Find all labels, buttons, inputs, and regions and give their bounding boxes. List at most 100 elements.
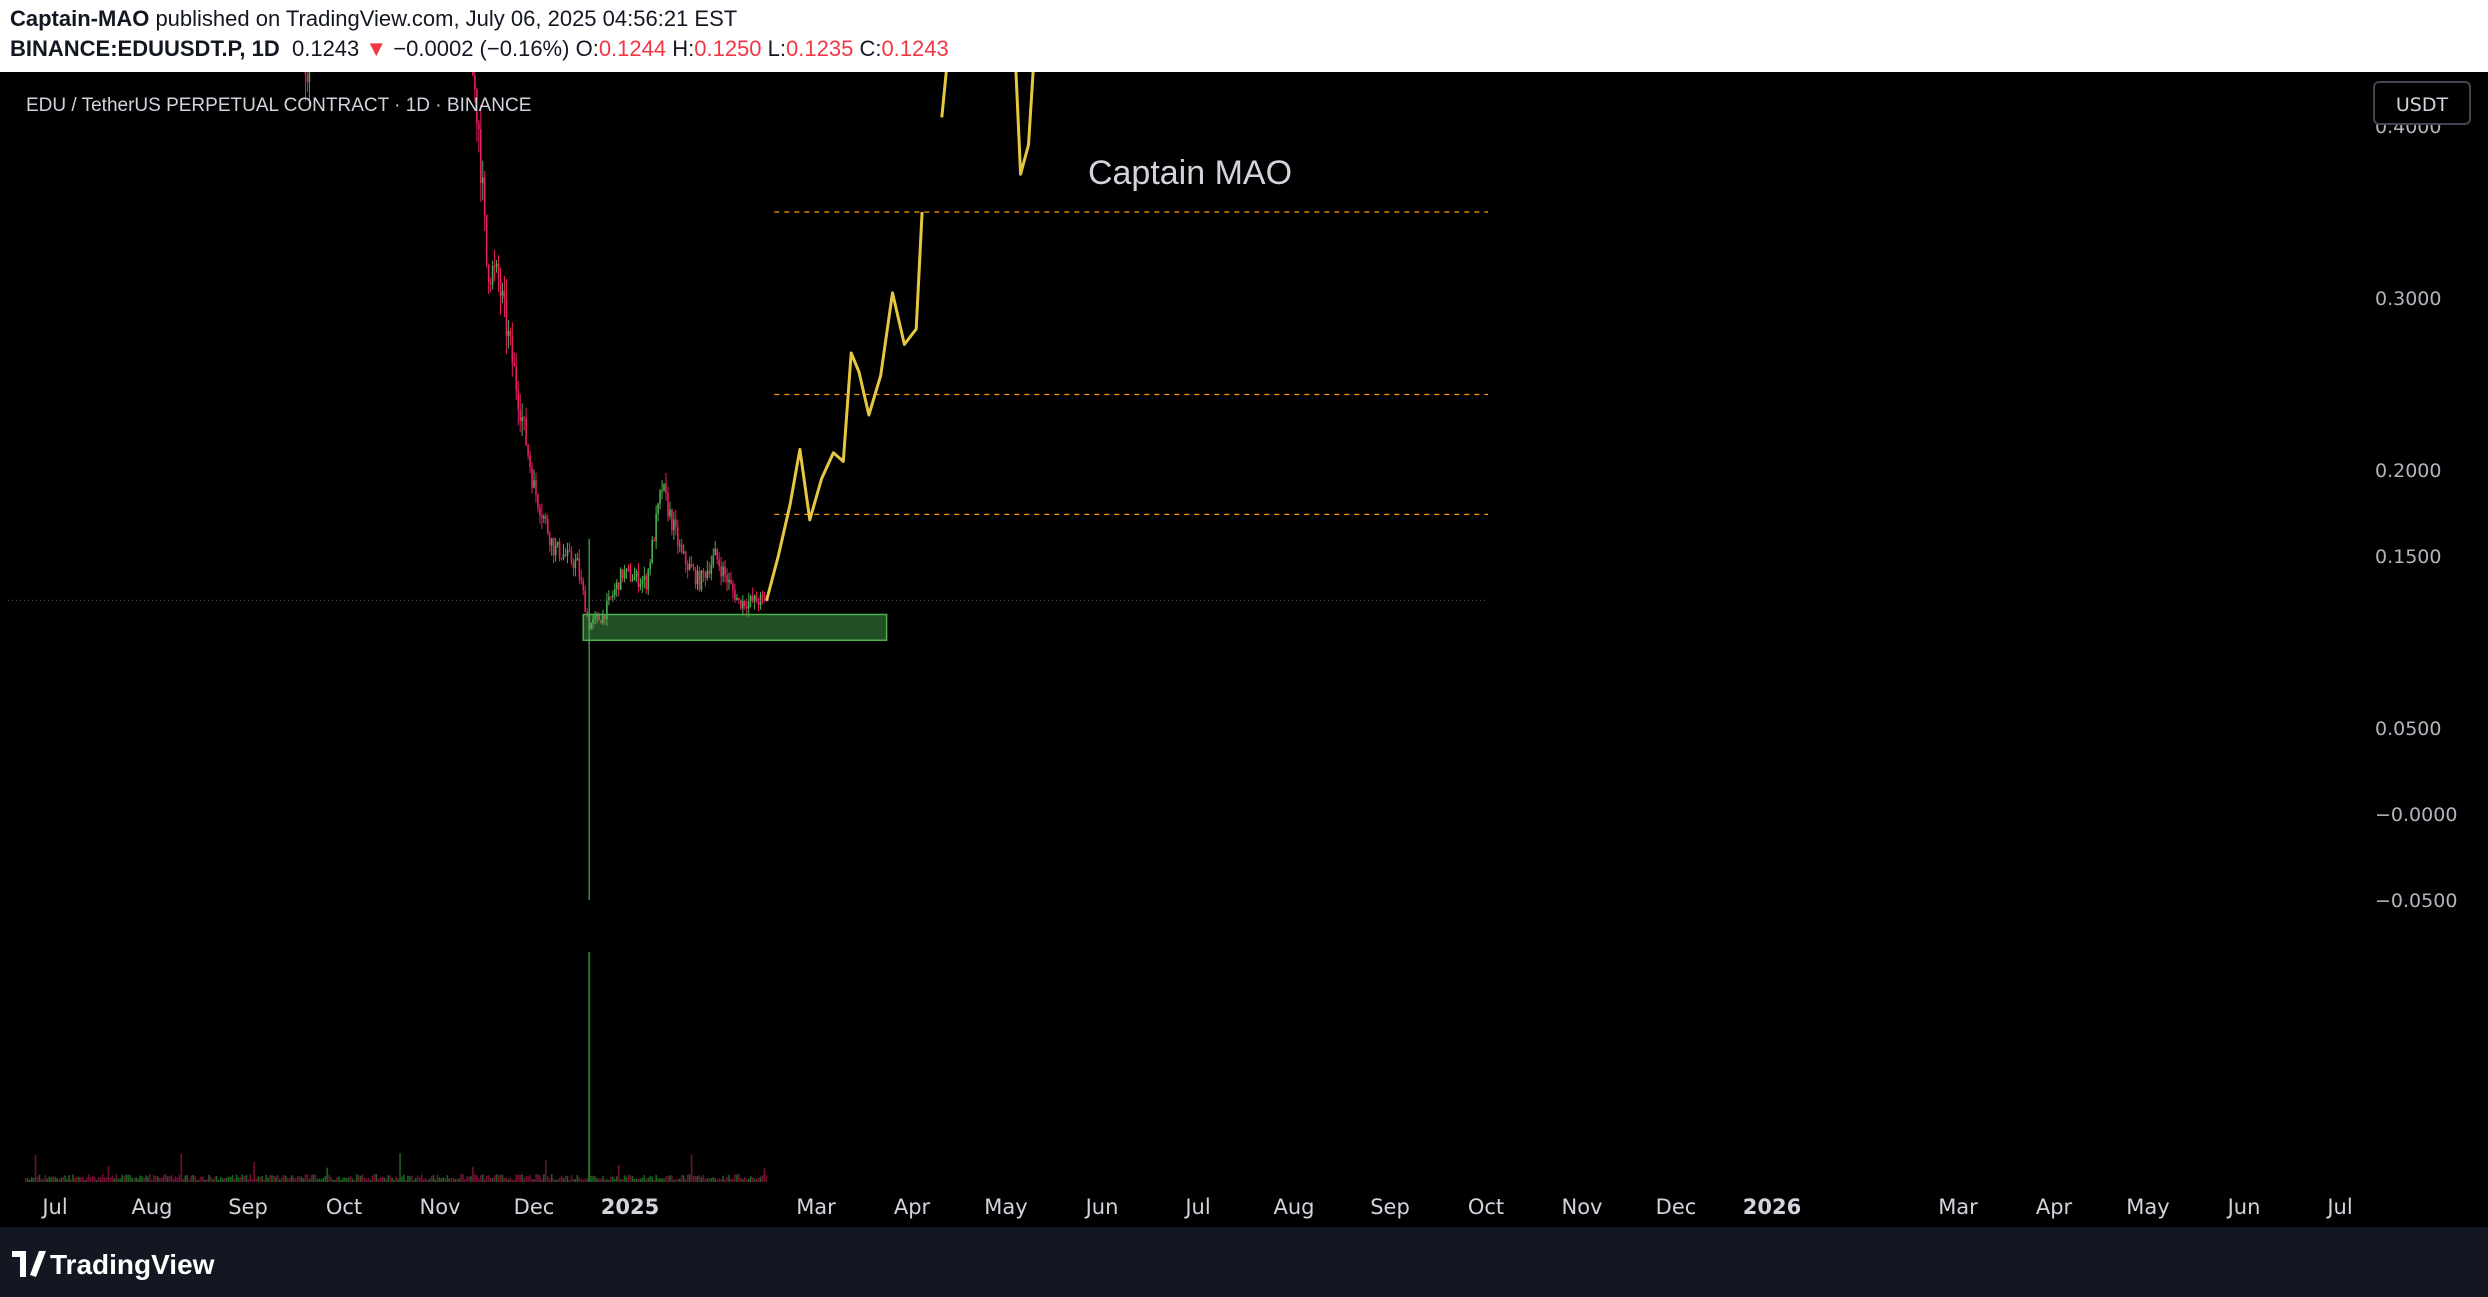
author-name[interactable]: Captain-MAO <box>10 6 150 31</box>
volume-bar <box>663 1178 665 1182</box>
y-tick-label: 0.3000 <box>2375 288 2441 310</box>
volume-bar <box>413 1179 415 1182</box>
support-zone-layer <box>582 613 888 642</box>
candle-body <box>753 595 756 602</box>
projection-path-phase1[interactable] <box>765 211 924 602</box>
candle-body <box>564 554 567 556</box>
volume-bar <box>513 1179 516 1182</box>
x-tick-label: Dec <box>514 1195 555 1219</box>
candle-body <box>590 623 592 630</box>
x-tick-label: Jul <box>40 1195 67 1219</box>
volume-bar <box>74 1177 76 1182</box>
volume-bar <box>143 1177 145 1182</box>
candle-body <box>663 483 665 491</box>
volume-bar <box>580 1179 583 1182</box>
candle-body <box>578 558 581 578</box>
y-tick-label: 0.1500 <box>2375 546 2441 568</box>
volume-bar <box>700 1177 703 1182</box>
volume-bar <box>586 1178 588 1182</box>
candle-body <box>623 570 626 579</box>
volume-bar <box>340 1179 342 1182</box>
volume-bar <box>160 1177 163 1182</box>
volume-bar <box>539 1175 541 1182</box>
volume-bar <box>302 1178 305 1182</box>
volume-bar <box>493 1175 496 1182</box>
candlestick-series <box>8 72 1488 900</box>
publication-header: Captain-MAO published on TradingView.com… <box>0 0 2488 72</box>
volume-bar <box>308 1178 311 1182</box>
candle-body <box>493 266 496 268</box>
candle-body <box>598 615 600 621</box>
x-tick-label: Apr <box>2036 1195 2073 1219</box>
volume-bar <box>123 1176 126 1182</box>
volume-bar <box>763 1167 766 1182</box>
volume-bar <box>450 1177 453 1182</box>
candle-body <box>517 390 520 410</box>
volume-bar <box>60 1177 62 1182</box>
volume-bar <box>647 1177 650 1182</box>
volume-bar <box>36 1176 39 1182</box>
volume-bar <box>420 1174 423 1182</box>
low-value: 0.1235 <box>786 36 854 61</box>
volume-bar <box>149 1174 151 1182</box>
volume-bar <box>669 1175 671 1182</box>
x-tick-label: Mar <box>796 1195 836 1219</box>
candle-body <box>722 566 724 577</box>
x-tick-label: 2025 <box>601 1195 659 1219</box>
open-label: O: <box>575 36 599 61</box>
volume-bar <box>154 1176 157 1182</box>
currency-button[interactable]: USDT <box>2373 81 2471 125</box>
candle-body <box>529 455 531 468</box>
candle-body <box>665 483 667 493</box>
volume-bar <box>432 1175 435 1182</box>
volume-bar <box>349 1175 352 1182</box>
candle-body <box>602 615 604 624</box>
volume-bar <box>480 1175 482 1182</box>
volume-bar <box>527 1176 529 1182</box>
candle-body <box>594 616 596 619</box>
price-chart[interactable]: TP # 10.1742TP # 20.2439TP # 30.35000.12… <box>0 72 2488 1227</box>
volume-bar <box>548 1178 551 1182</box>
volume-bar <box>751 1177 754 1182</box>
candle-body <box>682 551 685 553</box>
volume-bar <box>194 1175 196 1182</box>
volume-bar <box>170 1175 173 1182</box>
candle-body <box>574 560 577 569</box>
volume-bar <box>393 1179 395 1182</box>
candle-body <box>641 580 644 584</box>
volume-bar <box>570 1175 573 1182</box>
volume-bar <box>263 1179 265 1182</box>
volume-bar <box>572 1178 575 1182</box>
candle-body <box>621 569 624 579</box>
volume-bar <box>152 1174 155 1182</box>
volume-bar <box>397 1178 399 1182</box>
volume-bar <box>416 1175 419 1182</box>
volume-bar <box>91 1175 94 1182</box>
volume-bar <box>753 1178 756 1182</box>
volume-bar <box>180 1153 183 1182</box>
candle-body <box>667 492 669 517</box>
candle-body <box>535 480 537 495</box>
candle-body <box>728 579 730 583</box>
volume-bar <box>281 1177 283 1182</box>
volume-bar <box>602 1176 604 1182</box>
volume-bar <box>598 1178 600 1182</box>
low-label: L: <box>767 36 787 61</box>
x-tick-label: Dec <box>1656 1195 1697 1219</box>
volume-bar <box>310 1175 313 1182</box>
volume-bar <box>623 1175 626 1182</box>
candle-body <box>533 480 535 488</box>
x-tick-label: Oct <box>326 1195 362 1219</box>
candle-body <box>671 509 673 531</box>
tradingview-logo-text[interactable]: TradingView <box>50 1249 215 1280</box>
volume-bar <box>422 1179 425 1182</box>
volume-bar <box>76 1176 78 1182</box>
support-zone[interactable] <box>582 613 888 642</box>
candle-body <box>568 549 571 551</box>
volume-bar <box>113 1178 116 1182</box>
volume-bar <box>704 1179 707 1182</box>
volume-bar <box>200 1176 202 1182</box>
x-tick-label: Sep <box>1370 1195 1410 1219</box>
volume-bar <box>182 1178 185 1182</box>
candle-body <box>489 282 492 285</box>
